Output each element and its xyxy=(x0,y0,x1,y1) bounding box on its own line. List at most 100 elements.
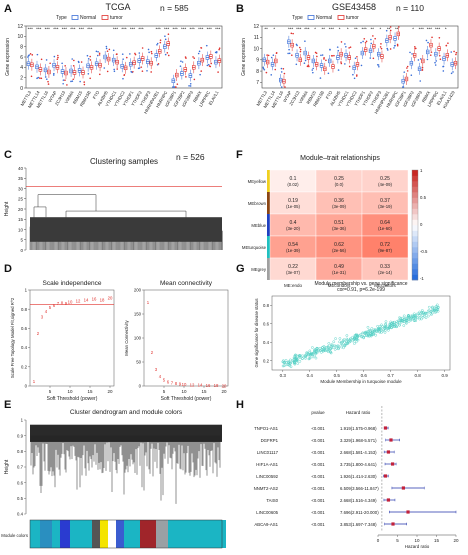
outlier-point xyxy=(263,68,266,71)
scatter-point xyxy=(296,362,300,365)
outlier-point xyxy=(434,64,437,66)
y-tick-label: 0.2 xyxy=(21,364,28,369)
y-tick-label: 15 xyxy=(18,217,24,222)
outlier-point xyxy=(176,83,179,85)
scatter-point xyxy=(435,305,439,309)
x-tick-label: FTO xyxy=(325,89,334,99)
outlier-point xyxy=(352,73,354,76)
plot-frame xyxy=(261,25,459,89)
scatter-point xyxy=(421,315,425,319)
y-tick-label: 8 xyxy=(20,44,23,50)
scatter-point xyxy=(340,342,343,345)
plot-frame xyxy=(271,295,451,371)
module-color-segment xyxy=(124,520,140,548)
scatter-point xyxy=(418,317,422,321)
outlier-point xyxy=(132,70,134,73)
hazard-ratio-point xyxy=(386,450,391,454)
scatter-point xyxy=(422,312,426,316)
outlier-point xyxy=(156,43,158,46)
outlier-point xyxy=(37,76,40,79)
chart-subtitle: cor=0.91, p=6.2e-199 xyxy=(337,287,385,293)
panel-letter-F: F xyxy=(236,149,243,161)
outlier-point xyxy=(167,33,170,36)
outlier-point xyxy=(62,82,64,85)
outlier-point xyxy=(218,48,220,51)
hazard-ratio-point xyxy=(406,510,410,514)
data-point: 10 xyxy=(182,382,187,387)
data-point: 2 xyxy=(37,331,40,336)
sig-mark: *** xyxy=(130,27,136,32)
data-point: 1 xyxy=(147,300,150,305)
x-tick-label: 0.5 xyxy=(334,373,341,378)
scatter-point xyxy=(351,335,354,339)
sig-mark: * xyxy=(347,27,349,32)
cell-value: 0.51 xyxy=(334,220,344,226)
outlier-point xyxy=(45,78,48,80)
outlier-point xyxy=(439,58,442,60)
cell-value: 0.4 xyxy=(290,220,297,226)
module-color-chip xyxy=(267,192,270,214)
outlier-point xyxy=(112,49,115,52)
outlier-point xyxy=(164,53,167,56)
outlier-point xyxy=(406,65,409,68)
module-color-chip xyxy=(267,236,270,258)
outlier-point xyxy=(379,46,382,48)
outlier-point xyxy=(438,54,441,57)
outlier-point xyxy=(208,65,211,67)
scatter-point xyxy=(384,320,388,323)
cell-value: 0.64 xyxy=(380,220,390,226)
module-color-segment xyxy=(40,520,52,548)
scatter-point xyxy=(332,340,336,344)
outlier-point xyxy=(262,66,264,69)
outlier-point xyxy=(116,68,119,70)
y-tick-label: 1 xyxy=(21,418,24,423)
scatter-point xyxy=(292,356,296,360)
outlier-point xyxy=(376,64,379,66)
sig-mark: * xyxy=(339,27,341,32)
dendrogram-top-branches xyxy=(33,194,187,220)
colorbar-step xyxy=(412,241,418,248)
scatter-point xyxy=(375,330,379,334)
outlier-point xyxy=(299,48,302,51)
scatter-point xyxy=(384,326,388,329)
x-tick-label: 10 xyxy=(414,538,420,543)
colorbar-step xyxy=(412,225,418,231)
outlier-point xyxy=(45,59,48,61)
y-tick-label: 10 xyxy=(17,34,23,40)
y-tick-label: 50 xyxy=(136,360,141,365)
outlier-point xyxy=(410,74,413,77)
outlier-point xyxy=(123,74,125,76)
outlier-point xyxy=(159,41,162,44)
scatter-point xyxy=(329,347,333,351)
outlier-point xyxy=(150,71,152,73)
gene-label: LINC00605 xyxy=(256,510,278,515)
outlier-point xyxy=(39,77,41,79)
x-tick-label: 0.3 xyxy=(280,373,287,378)
scatter-point xyxy=(409,318,413,322)
module-color-segment xyxy=(116,520,124,548)
outlier-point xyxy=(396,44,399,47)
scatter-point xyxy=(345,337,349,341)
colorbar-tick-label: 1 xyxy=(420,168,423,173)
outlier-point xyxy=(403,71,406,73)
outlier-point xyxy=(265,71,268,74)
outlier-point xyxy=(280,67,283,70)
y-axis-label: Gene expression xyxy=(241,38,247,76)
outlier-point xyxy=(356,55,358,58)
scatter-point xyxy=(384,322,387,326)
outlier-point xyxy=(427,41,429,44)
sig-mark: *** xyxy=(113,27,119,32)
outlier-point xyxy=(320,54,322,57)
outlier-point xyxy=(308,65,310,68)
sig-mark: *** xyxy=(435,27,441,32)
outlier-point xyxy=(327,72,330,75)
outlier-point xyxy=(159,39,162,42)
outlier-point xyxy=(393,45,396,47)
outlier-point xyxy=(284,86,286,88)
sig-mark: *** xyxy=(138,27,144,32)
outlier-point xyxy=(57,54,59,57)
scatter-point xyxy=(381,328,385,332)
module-color-segment xyxy=(140,520,156,548)
outlier-point xyxy=(295,63,298,66)
cell-value: 0.54 xyxy=(288,242,298,248)
